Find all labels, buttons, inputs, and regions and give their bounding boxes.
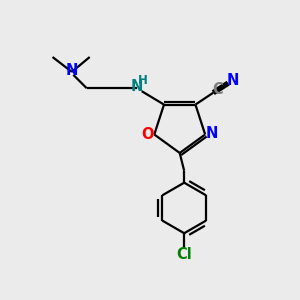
Text: Cl: Cl bbox=[176, 247, 192, 262]
Text: N: N bbox=[131, 79, 143, 94]
Text: C: C bbox=[212, 82, 223, 97]
Text: N: N bbox=[66, 63, 78, 78]
Text: N: N bbox=[206, 125, 218, 140]
Text: O: O bbox=[142, 127, 154, 142]
Text: H: H bbox=[138, 74, 148, 87]
Text: N: N bbox=[227, 73, 239, 88]
